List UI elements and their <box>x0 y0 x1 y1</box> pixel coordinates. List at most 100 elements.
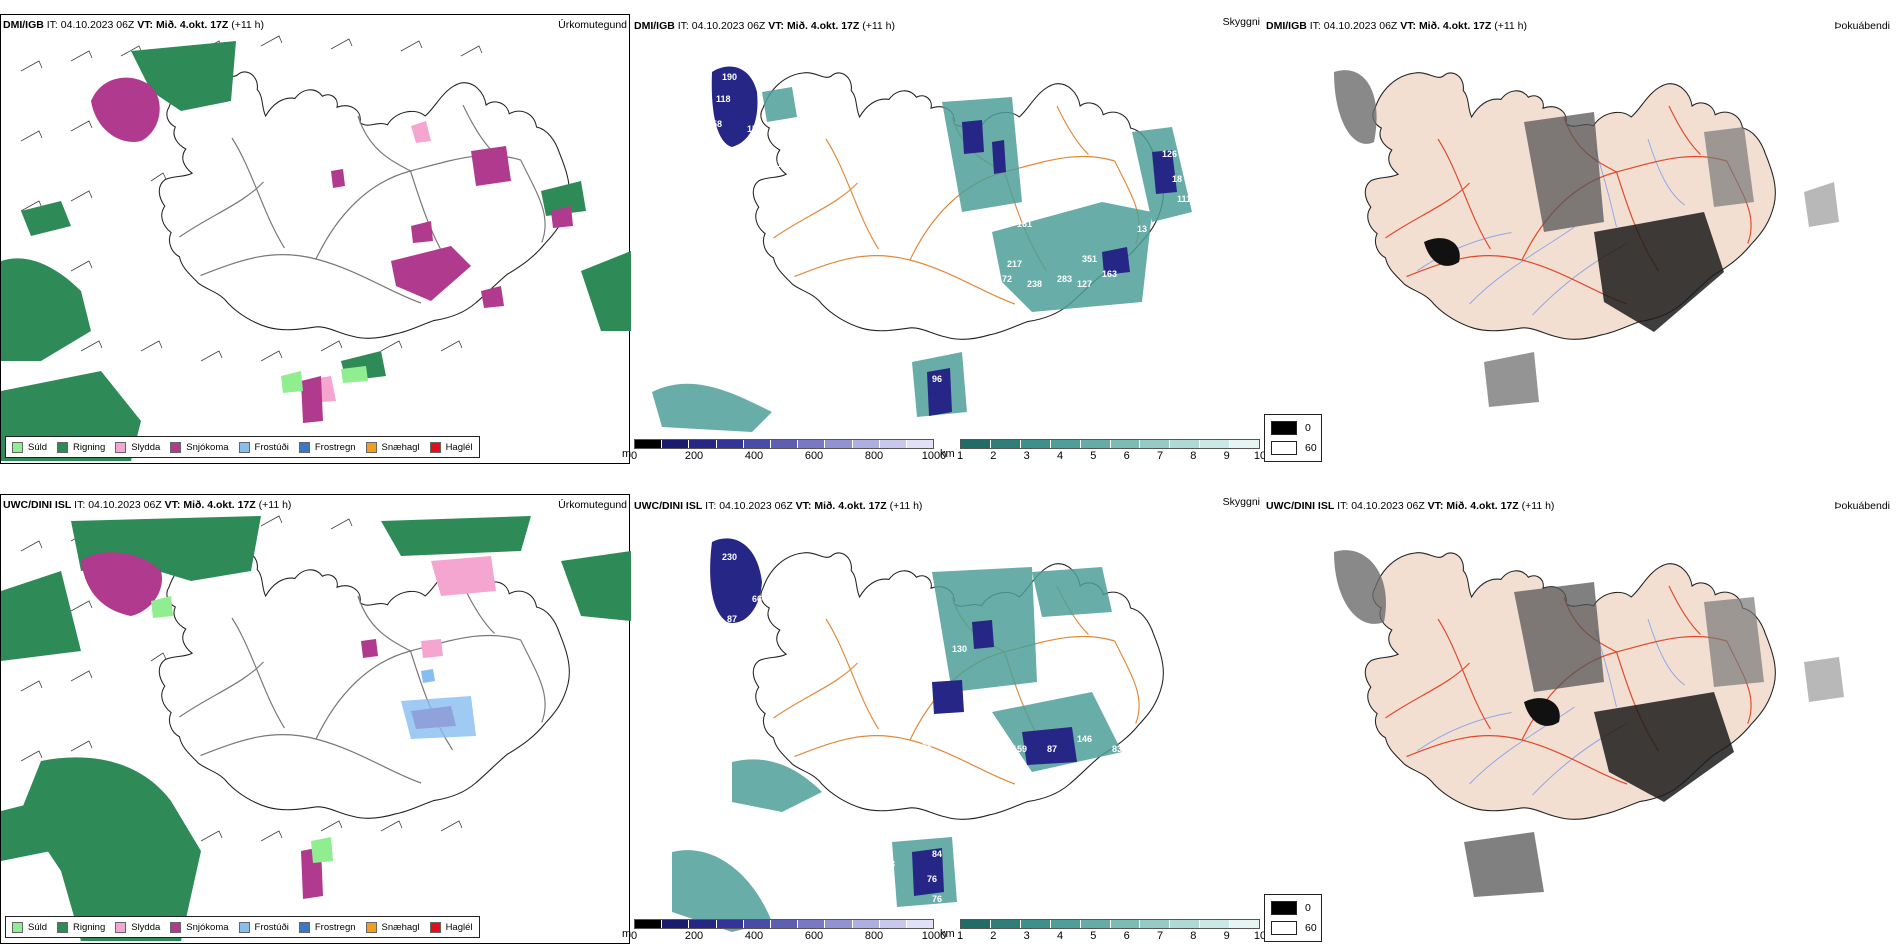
vt-label: VT: <box>1427 500 1444 512</box>
ceiling-value-label: 208 <box>907 169 922 179</box>
ceiling-value-label: 114 <box>777 159 792 169</box>
legend-item-hail: Haglél <box>429 441 473 453</box>
colorbar-swatch <box>1050 920 1081 928</box>
ceiling-value-label: 146 <box>1077 734 1092 744</box>
ceiling-colorbar-swatches <box>634 919 934 929</box>
legend-item-freezing-drizzle: Frostúði <box>238 921 289 933</box>
it-value: 04.10.2023 06Z <box>88 499 162 511</box>
ceiling-value-label: 166 <box>882 624 897 634</box>
legend-item-sleet: Slydda <box>115 921 161 933</box>
colorbar-swatch <box>662 440 690 448</box>
field-name: Úrkomutegund <box>558 19 627 31</box>
lead-time: (+11 h) <box>1494 20 1528 32</box>
colorbar-tick: 2 <box>990 930 997 942</box>
fog-legend-row: 0 <box>1271 901 1311 915</box>
ceiling-value-label: 83 <box>1112 744 1122 754</box>
fog-shading <box>1334 550 1844 897</box>
legend-item-snow: Snjókoma <box>170 441 229 453</box>
colorbar-swatch <box>743 920 771 928</box>
panel-title: UWC/DINI ISL IT: 04.10.2023 06Z VT: Mið.… <box>634 500 922 512</box>
legend-label: 60 <box>1305 442 1317 454</box>
legend-label: Frostregn <box>314 921 356 933</box>
ceiling-colorbar: m 0 200 400 600 800 1000 <box>622 439 946 462</box>
ceiling-value-label: 126 <box>1162 149 1177 159</box>
colorbar-swatch <box>825 920 853 928</box>
it-label: IT: <box>705 500 717 512</box>
colorbar-tick: 5 <box>1090 450 1097 462</box>
colorbar-swatch <box>798 440 826 448</box>
visibility-colorbar-ticks: 1 2 3 4 5 6 7 8 9 10 <box>957 449 1266 462</box>
ceiling-value-label: 118 <box>716 94 731 104</box>
precip-sleet <box>421 556 496 658</box>
field-name: Þokuábendi <box>1834 20 1890 32</box>
field-name: Úrkomutegund <box>558 499 627 511</box>
ceiling-shading <box>710 538 1077 896</box>
precip-freezing-drizzle <box>401 669 476 739</box>
colorbar-tick: 7 <box>1156 450 1164 462</box>
colorbar-swatch <box>961 440 991 448</box>
colorbar-swatch <box>852 440 880 448</box>
iceland-outline <box>158 551 570 819</box>
ceiling-value-label: 159 <box>747 124 762 134</box>
fog-panel-top: DMI/IGB IT: 04.10.2023 06Z VT: Mið. 4.ok… <box>1264 14 1900 464</box>
colorbar-tick: 10 <box>1253 450 1267 462</box>
legend-label: Snjókoma <box>186 441 229 453</box>
ceiling-value-label: 90 <box>922 739 932 749</box>
colorbar-swatch <box>1020 920 1051 928</box>
legend-label: Slydda <box>131 921 161 933</box>
colorbar-tick: 2 <box>990 450 997 462</box>
colorbar-swatch <box>1140 440 1171 448</box>
vt-value: Mið. 4.okt. 17Z <box>183 499 256 511</box>
panel-title: DMI/IGB IT: 04.10.2023 06Z VT: Mið. 4.ok… <box>3 19 264 31</box>
swatch <box>429 921 441 933</box>
ceiling-value-label: 67 <box>937 419 947 429</box>
swatch <box>1271 901 1297 915</box>
legend-label: Rigning <box>73 921 106 933</box>
it-value: 04.10.2023 06Z <box>719 500 793 512</box>
ceiling-value-label: 351 <box>1082 254 1097 264</box>
fog-legend-row: 60 <box>1271 441 1317 455</box>
ceiling-value-label: 84 <box>932 849 942 859</box>
panel-title: UWC/DINI ISL IT: 04.10.2023 06Z VT: Mið.… <box>1266 500 1554 512</box>
colorbar-tick: 9 <box>1223 930 1230 942</box>
colorbar-swatch <box>635 440 663 448</box>
ceiling-value-label: 190 <box>722 72 737 82</box>
ceiling-unit: m <box>622 448 632 460</box>
lead-time: (+11 h) <box>1521 500 1555 512</box>
ceiling-value-label: 15 <box>844 148 854 158</box>
field-name: Skyggni <box>1222 496 1260 508</box>
colorbar-swatch <box>716 920 744 928</box>
legend-label: 0 <box>1305 902 1311 914</box>
colorbar-swatch <box>1110 440 1141 448</box>
swatch <box>365 441 377 453</box>
legend-item-freezing-rain: Frostregn <box>298 441 356 453</box>
colorbar-tick: 1 <box>956 930 964 942</box>
swatch <box>170 441 182 453</box>
vt-label: VT: <box>795 500 812 512</box>
colorbar-swatch <box>689 440 717 448</box>
it-value: 04.10.2023 06Z <box>1323 20 1398 32</box>
ceiling-labels: 230 66 87 166 109 122 130 90 115 159 87 146 83 84 76 76… <box>722 552 1122 904</box>
model-name: UWC/DINI ISL <box>3 499 72 511</box>
swatch <box>57 921 69 933</box>
colorbar-tick: 8 <box>1190 450 1197 462</box>
legend-label: Snæhagl <box>381 441 420 453</box>
swatch <box>115 441 127 453</box>
colorbar-swatch <box>1170 920 1201 928</box>
colorbar-tick: 800 <box>864 450 884 462</box>
swatch <box>298 921 310 933</box>
colorbar-swatch <box>1200 920 1231 928</box>
ceiling-value-label: 87 <box>727 614 737 624</box>
colorbar-tick: 200 <box>684 450 704 462</box>
model-name: DMI/IGB <box>634 20 675 32</box>
legend-label: Súld <box>28 441 48 453</box>
colorbar-tick: 7 <box>1156 930 1164 942</box>
it-value: 04.10.2023 06Z <box>691 20 766 32</box>
colorbar-tick: 6 <box>1123 450 1130 462</box>
colorbar-swatch <box>879 920 907 928</box>
it-label: IT: <box>1337 500 1349 512</box>
precip-drizzle <box>151 596 333 863</box>
colorbar-swatch <box>1140 920 1171 928</box>
swatch <box>238 441 250 453</box>
colorbar-swatch <box>852 920 880 928</box>
